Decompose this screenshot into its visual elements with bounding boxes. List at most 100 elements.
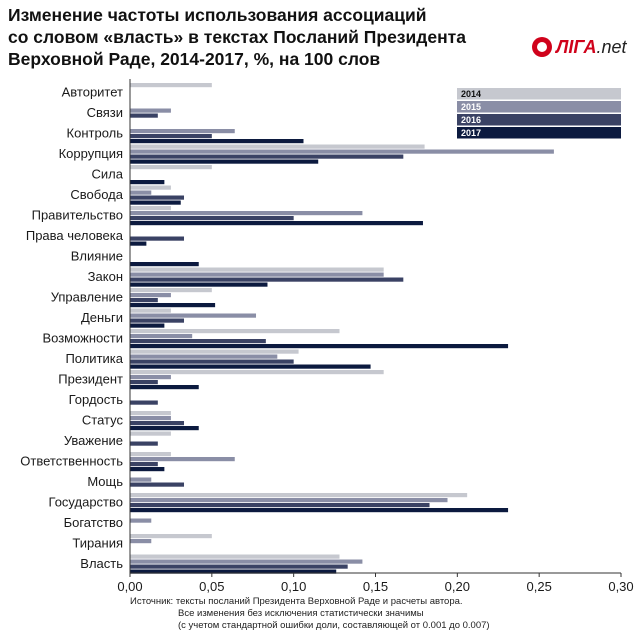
category-label: Правительство (32, 207, 123, 222)
bar (130, 498, 448, 503)
bar (130, 236, 185, 241)
bar (130, 144, 425, 149)
bar (130, 400, 158, 405)
bar (130, 241, 147, 246)
chart-title-line: Верховной Раде, 2014-2017, %, на 100 сло… (8, 49, 381, 69)
category-label: Права человека (26, 228, 124, 243)
bar (130, 139, 304, 144)
legend-label: 2016 (461, 115, 481, 125)
bar (130, 108, 171, 113)
liga-logo: ЛIГА.net (532, 36, 632, 68)
bar (130, 129, 235, 134)
bar (130, 375, 171, 380)
bar (130, 318, 185, 323)
liga-logo-icon (532, 37, 552, 57)
bar (130, 421, 185, 426)
category-label: Мощь (87, 474, 123, 489)
x-tick-label: 0,30 (608, 579, 633, 594)
bar (130, 431, 171, 436)
chart-title: Изменение частоты использования ассоциац… (8, 4, 508, 70)
bar (130, 211, 363, 216)
bar (130, 134, 212, 139)
category-label: Ответственность (20, 453, 123, 468)
legend-swatch (457, 88, 621, 100)
legend-swatch (457, 114, 621, 126)
bar (130, 272, 384, 277)
bar (130, 411, 171, 416)
category-label: Власть (80, 556, 123, 571)
legend-swatch (457, 127, 621, 139)
bar (130, 559, 363, 564)
bar (130, 457, 235, 462)
category-label: Возможности (42, 330, 123, 345)
chart-title-line: Изменение частоты использования ассоциац… (8, 5, 427, 25)
category-label: Связи (87, 105, 123, 120)
category-label: Президент (58, 371, 123, 386)
bar (130, 364, 371, 369)
bar (130, 477, 152, 482)
bar (130, 539, 152, 544)
source-line: (с учетом стандартной ошибки доли, соста… (178, 620, 490, 631)
bar (130, 467, 165, 472)
bar (130, 441, 158, 446)
source-line: Все изменения без исключения статистичес… (178, 608, 424, 619)
bar (130, 159, 319, 164)
x-tick-label: 0,25 (527, 579, 552, 594)
bar (130, 277, 404, 282)
legend-label: 2017 (461, 128, 481, 138)
logo-suffix: .net (596, 37, 627, 57)
bar (130, 534, 212, 539)
category-label: Статус (82, 412, 124, 427)
category-label: Управление (51, 289, 123, 304)
x-tick-label: 0,10 (281, 579, 306, 594)
x-tick-label: 0,00 (117, 579, 142, 594)
bar (130, 569, 337, 574)
bar (130, 298, 158, 303)
bar (130, 339, 266, 344)
category-label: Влияние (71, 248, 123, 263)
bar (130, 508, 509, 513)
bar (130, 380, 158, 385)
bar (130, 288, 212, 293)
category-label: Уважение (64, 433, 123, 448)
bar (130, 385, 199, 390)
bar (130, 554, 340, 559)
bar (130, 293, 171, 298)
bar (130, 267, 384, 272)
legend-label: 2014 (461, 89, 481, 99)
bar (130, 564, 348, 569)
bar (130, 354, 278, 359)
bar (130, 154, 404, 159)
logo-brand: ЛIГА (556, 37, 597, 57)
category-label: Коррупция (59, 146, 123, 161)
liga-logo-text: ЛIГА.net (556, 36, 627, 58)
bar (130, 416, 171, 421)
bar (130, 200, 181, 205)
bar (130, 462, 158, 467)
bar (130, 313, 257, 318)
x-tick-label: 0,20 (445, 579, 470, 594)
bar (130, 180, 165, 185)
category-label: Политика (65, 351, 123, 366)
category-label: Контроль (67, 125, 124, 140)
bar (130, 185, 171, 190)
bar (130, 452, 171, 457)
bar (130, 482, 185, 487)
category-label: Богатство (64, 515, 123, 530)
category-label: Тирания (72, 535, 123, 550)
bar (130, 349, 299, 354)
bar (130, 493, 468, 498)
chart-title-line: со словом «власть» в текстах Посланий Пр… (8, 27, 466, 47)
bar (130, 195, 185, 200)
category-label: Деньги (81, 310, 123, 325)
chart-source: Источник: тексты посланий Президента Вер… (130, 596, 630, 632)
category-label: Гордость (69, 392, 124, 407)
bar (130, 83, 212, 88)
bar (130, 221, 423, 226)
bar (130, 262, 199, 267)
x-tick-label: 0,15 (363, 579, 388, 594)
bar (130, 426, 199, 431)
category-label: Государство (49, 494, 123, 509)
bar (130, 359, 294, 364)
bar (130, 165, 212, 170)
